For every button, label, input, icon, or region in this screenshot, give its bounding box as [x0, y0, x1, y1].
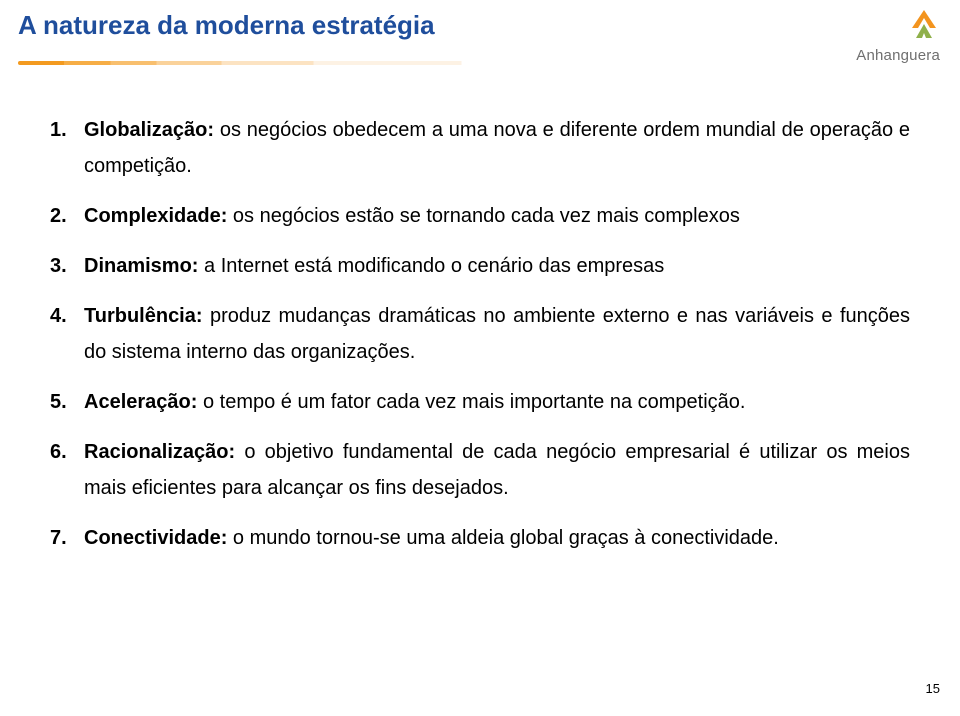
list-term: Globalização:	[84, 119, 214, 141]
list-term: Racionalização:	[84, 441, 235, 463]
list-term: Complexidade:	[84, 205, 227, 227]
page-number: 15	[926, 681, 940, 696]
list-term: Dinamismo:	[84, 255, 198, 277]
title-gradient-rule	[18, 61, 942, 65]
list-item: Conectividade: o mundo tornou-se uma ald…	[50, 520, 910, 556]
list-text: a Internet está modificando o cenário da…	[198, 255, 664, 277]
title-bar: A natureza da moderna estratégia	[18, 10, 942, 76]
list-item: Dinamismo: a Internet está modificando o…	[50, 248, 910, 284]
list-item: Complexidade: os negócios estão se torna…	[50, 198, 910, 234]
content-body: Globalização: os negócios obedecem a uma…	[50, 112, 910, 570]
list-text: produz mudanças dramáticas no ambiente e…	[84, 305, 910, 363]
list-term: Aceleração:	[84, 391, 197, 413]
list-text: os negócios estão se tornando cada vez m…	[227, 205, 740, 227]
list-term: Conectividade:	[84, 527, 227, 549]
list-item: Globalização: os negócios obedecem a uma…	[50, 112, 910, 184]
brand-logo: Anhanguera	[816, 8, 940, 64]
list-item: Racionalização: o objetivo fundamental d…	[50, 434, 910, 506]
brand-logo-icon	[908, 8, 940, 40]
brand-logo-text: Anhanguera	[856, 47, 940, 64]
list-text: o tempo é um fator cada vez mais importa…	[197, 391, 745, 413]
list-text: o mundo tornou-se uma aldeia global graç…	[227, 527, 778, 549]
numbered-list: Globalização: os negócios obedecem a uma…	[50, 112, 910, 556]
page-title: A natureza da moderna estratégia	[18, 10, 435, 40]
list-item: Turbulência: produz mudanças dramáticas …	[50, 298, 910, 370]
list-item: Aceleração: o tempo é um fator cada vez …	[50, 384, 910, 420]
list-term: Turbulência:	[84, 305, 203, 327]
